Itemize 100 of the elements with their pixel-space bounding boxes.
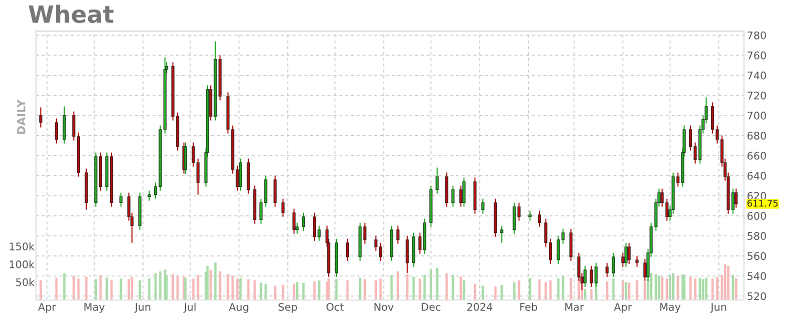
candlestick <box>396 225 400 244</box>
y-tick-label: 760 <box>748 52 766 60</box>
bar <box>231 276 234 300</box>
candlestick <box>528 210 532 222</box>
bar <box>544 282 547 300</box>
bar <box>94 279 97 300</box>
y2-tick-label: 150k <box>10 242 35 250</box>
bar <box>214 262 217 300</box>
bar <box>148 278 150 300</box>
bar <box>40 280 42 300</box>
x-tick-label: Apr <box>38 303 56 313</box>
bar <box>154 273 157 300</box>
chart-title: Wheat <box>28 4 114 24</box>
bar <box>650 273 652 300</box>
y-tick-label: 580 <box>748 232 766 240</box>
candlestick <box>500 225 504 244</box>
candlestick <box>54 118 58 144</box>
bar <box>734 278 738 300</box>
x-tick-label: Feb <box>520 302 538 311</box>
x-tick-label: May <box>84 303 105 313</box>
candlestick <box>459 185 462 208</box>
x-tick-label: 2024 <box>467 302 492 311</box>
bar <box>236 278 239 300</box>
bar <box>654 274 658 300</box>
bar <box>138 280 142 300</box>
bar <box>374 280 378 300</box>
x-tick-label: Aug <box>228 303 248 313</box>
x-tick-label: Mar <box>565 303 584 311</box>
bar <box>209 270 212 300</box>
bar <box>172 274 174 300</box>
candlestick <box>628 242 631 264</box>
bar <box>494 286 497 300</box>
bar <box>436 268 438 300</box>
y-tick-label: 780 <box>748 31 766 40</box>
bar <box>327 278 330 300</box>
bar <box>274 286 276 300</box>
text: DAILY <box>17 99 26 134</box>
bar <box>396 271 400 300</box>
y-tick-label: 740 <box>748 72 766 80</box>
bar <box>423 274 426 300</box>
bar <box>628 282 630 300</box>
x-tick-label: Sep <box>278 302 297 313</box>
bar <box>445 273 448 300</box>
bar <box>676 276 680 300</box>
bar <box>584 289 586 300</box>
bar <box>159 271 162 300</box>
candlestick <box>274 175 277 208</box>
candlestick <box>734 188 738 208</box>
bar <box>364 279 366 300</box>
bar <box>247 279 250 300</box>
bar <box>264 284 267 300</box>
y2-tick-label: 100k <box>10 260 35 268</box>
annotation: 611.75 <box>747 200 778 207</box>
candlestick <box>624 242 628 268</box>
candlestick <box>119 192 122 208</box>
candlestick <box>281 198 285 218</box>
x-tick-label: Nov <box>374 303 394 311</box>
bar <box>557 278 560 300</box>
candlestick <box>481 198 484 214</box>
bar <box>705 278 708 300</box>
y-tick-label: 680 <box>748 132 766 140</box>
candlestick <box>302 212 306 232</box>
y-tick-label: 520 <box>748 292 766 300</box>
bar <box>672 273 674 300</box>
y-tick-label: 560 <box>748 252 766 260</box>
bar <box>500 284 503 300</box>
x-tick-label: May <box>660 303 681 313</box>
x-tick-label: Jun <box>710 303 726 313</box>
y-tick-label: 640 <box>748 172 766 180</box>
candlestick <box>612 252 615 278</box>
bar <box>358 278 362 300</box>
bar <box>296 282 298 300</box>
x-tick-label: Jun <box>134 303 150 313</box>
y-tick-label: 720 <box>748 92 766 100</box>
y-tick-label: 700 <box>748 112 766 120</box>
candlestick <box>584 265 587 288</box>
bar <box>128 279 130 300</box>
bar <box>176 276 179 300</box>
y-tick-label: 620 <box>748 192 766 200</box>
bar <box>418 278 422 300</box>
bar <box>85 276 88 300</box>
bar <box>460 276 462 300</box>
y-tick-label: 600 <box>748 212 766 220</box>
x-tick-label: Oct <box>326 302 344 311</box>
bar <box>406 274 408 300</box>
candlestick <box>39 106 42 128</box>
x-tick-label: Apr <box>614 303 632 313</box>
candlestick <box>635 255 639 268</box>
bar <box>63 273 66 300</box>
bar <box>192 278 195 300</box>
bar <box>254 280 256 300</box>
bar <box>318 280 320 300</box>
bar <box>727 266 730 300</box>
bar <box>218 271 222 300</box>
bar <box>412 276 415 300</box>
bar <box>612 278 615 300</box>
bar <box>661 276 664 300</box>
bar <box>724 264 726 300</box>
candlestick <box>462 177 466 208</box>
candlestick <box>292 208 296 234</box>
